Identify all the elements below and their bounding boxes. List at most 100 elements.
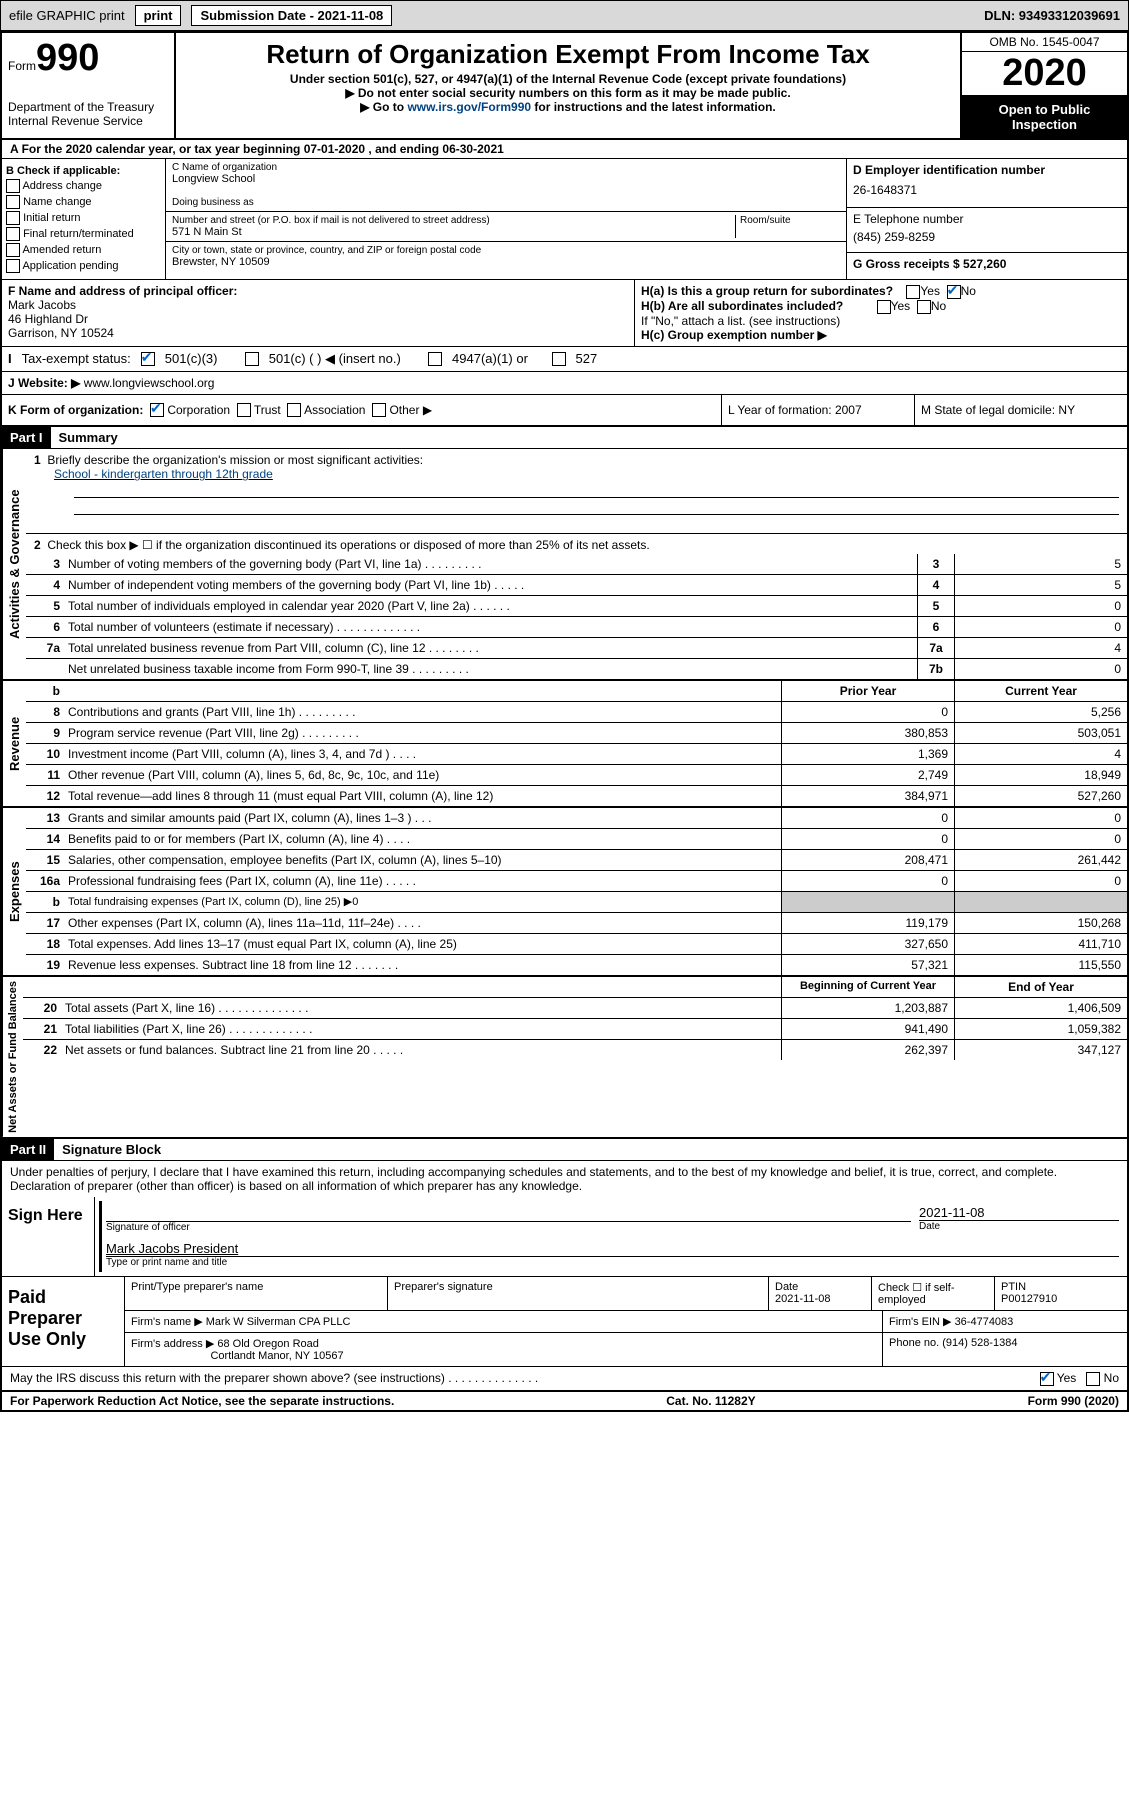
ha-label: H(a) Is this a group return for subordin… [641,284,893,298]
exp-row: 15Salaries, other compensation, employee… [26,850,1127,871]
amended-return-checkbox[interactable] [6,243,20,257]
firm-phone-value: (914) 528-1384 [942,1337,1017,1349]
gross-receipts: G Gross receipts $ 527,260 [853,257,1121,271]
row-b-num: b [26,681,64,701]
hc-label: H(c) Group exemption number ▶ [641,328,1121,342]
rev-row: 12Total revenue—add lines 8 through 11 (… [26,786,1127,806]
trust-label: Trust [254,403,281,417]
type-name-label: Type or print name and title [106,1256,1119,1268]
exp-row: 13Grants and similar amounts paid (Part … [26,808,1127,829]
501c-label: 501(c) ( ) ◀ (insert no.) [269,351,401,367]
final-return-label: Final return/terminated [23,228,134,240]
assoc-label: Association [304,403,365,417]
state-domicile: M State of legal domicile: NY [915,395,1127,426]
firm-name-value: Mark W Silverman CPA PLLC [206,1316,351,1328]
dln-label: DLN: 93493312039691 [984,8,1120,23]
discuss-text: May the IRS discuss this return with the… [10,1371,1040,1386]
current-year-header: Current Year [955,681,1127,701]
print-button[interactable]: print [135,5,182,26]
website-url: www.longviewschool.org [84,376,215,390]
trust-checkbox[interactable] [237,403,251,417]
form-title: Return of Organization Exempt From Incom… [186,39,950,70]
header-bar: efile GRAPHIC print print Submission Dat… [0,0,1129,31]
exp-row: bTotal fundraising expenses (Part IX, co… [26,892,1127,913]
part-ii-header: Part II [2,1139,54,1160]
rev-row: 9Program service revenue (Part VIII, lin… [26,723,1127,744]
initial-return-checkbox[interactable] [6,211,20,225]
firm-ein-label: Firm's EIN ▶ [889,1316,952,1328]
ha-no-checkbox[interactable] [947,285,961,299]
exp-row: 18Total expenses. Add lines 13–17 (must … [26,934,1127,955]
ein-value: 26-1648371 [853,177,1121,203]
other-checkbox[interactable] [372,403,386,417]
room-label: Room/suite [740,215,840,226]
phone-label: E Telephone number [853,212,1121,226]
subtitle-3b: for instructions and the latest informat… [531,100,776,114]
end-year-header: End of Year [955,977,1127,997]
street-address: 571 N Main St [172,226,735,238]
firm-phone-label: Phone no. [889,1337,939,1349]
dept-label: Department of the Treasury [8,100,168,114]
501c3-checkbox[interactable] [141,352,155,366]
exp-row: 14Benefits paid to or for members (Part … [26,829,1127,850]
net-row: 22Net assets or fund balances. Subtract … [23,1040,1127,1060]
amended-return-label: Amended return [22,244,101,256]
hb-yes-checkbox[interactable] [877,300,891,314]
instructions-link[interactable]: www.irs.gov/Form990 [407,100,531,114]
sig-date-value: 2021-11-08 [919,1205,1119,1220]
officer-name-title: Mark Jacobs President [106,1241,1119,1256]
gov-row: 7aTotal unrelated business revenue from … [26,638,1127,659]
org-name-label: C Name of organization [172,162,840,173]
submission-date: Submission Date - 2021-11-08 [191,5,392,26]
sig-date-label: Date [919,1220,1119,1232]
4947-label: 4947(a)(1) or [452,351,528,366]
gov-row: 4Number of independent voting members of… [26,575,1127,596]
ha-yes-checkbox[interactable] [906,285,920,299]
q2-text: Check this box ▶ ☐ if the organization d… [47,538,649,552]
ein-label: D Employer identification number [853,163,1121,177]
4947-checkbox[interactable] [428,352,442,366]
tax-year: 2020 [962,52,1127,96]
part-i-title: Summary [51,427,126,448]
part-i-header: Part I [2,427,51,448]
net-label: Net Assets or Fund Balances [2,977,23,1137]
discuss-no-checkbox[interactable] [1086,1372,1100,1386]
application-pending-checkbox[interactable] [6,259,20,273]
address-change-checkbox[interactable] [6,179,20,193]
phone-value: (845) 259-8259 [853,226,1121,248]
discuss-yes-checkbox[interactable] [1040,1372,1054,1386]
dba-label: Doing business as [172,197,840,208]
firm-addr-label: Firm's address ▶ [131,1338,214,1350]
gov-label: Activities & Governance [2,449,26,679]
name-change-label: Name change [23,196,92,208]
pra-notice: For Paperwork Reduction Act Notice, see … [10,1394,394,1408]
application-pending-label: Application pending [22,260,118,272]
hb-no-label: No [931,299,946,313]
assoc-checkbox[interactable] [287,403,301,417]
firm-addr2: Cortlandt Manor, NY 10567 [210,1350,343,1362]
preparer-sig-header: Preparer's signature [388,1277,769,1310]
501c-checkbox[interactable] [245,352,259,366]
527-checkbox[interactable] [552,352,566,366]
exp-label: Expenses [2,808,26,975]
501c3-label: 501(c)(3) [165,351,218,366]
sign-here-label: Sign Here [2,1197,95,1276]
rev-row: 11Other revenue (Part VIII, column (A), … [26,765,1127,786]
firm-name-label: Firm's name ▶ [131,1316,203,1328]
exp-row: 17Other expenses (Part IX, column (A), l… [26,913,1127,934]
final-return-checkbox[interactable] [6,227,20,241]
net-row: 20Total assets (Part X, line 16) . . . .… [23,998,1127,1019]
subtitle-2: ▶ Do not enter social security numbers o… [186,86,950,100]
mission-text[interactable]: School - kindergarten through 12th grade [54,467,273,481]
ha-yes-label: Yes [920,284,940,298]
preparer-name-header: Print/Type preparer's name [125,1277,388,1310]
gov-row: Net unrelated business taxable income fr… [26,659,1127,679]
corp-checkbox[interactable] [150,403,164,417]
cat-number: Cat. No. 11282Y [666,1394,755,1408]
hb-no-checkbox[interactable] [917,300,931,314]
efile-label: efile GRAPHIC print [9,8,125,23]
officer-city: Garrison, NY 10524 [8,326,628,340]
form-org-label: K Form of organization: [8,403,143,417]
name-change-checkbox[interactable] [6,195,20,209]
corp-label: Corporation [167,403,230,417]
